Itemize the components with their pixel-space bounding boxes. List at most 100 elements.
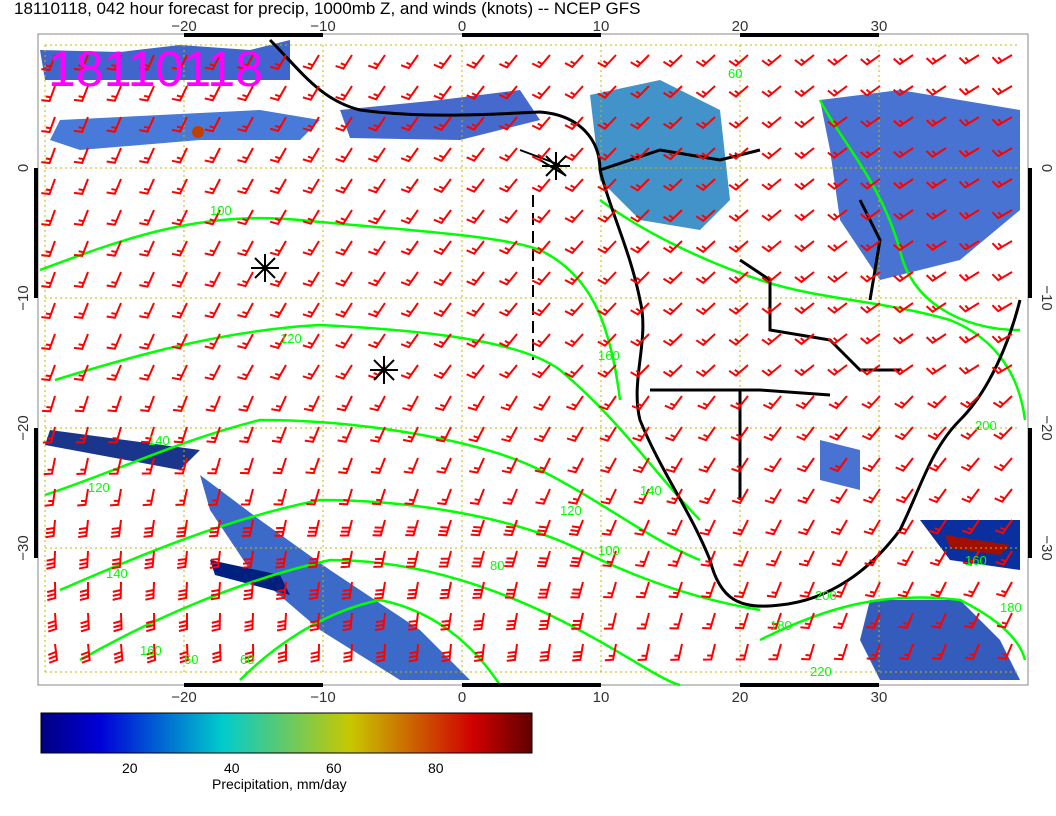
wind-barb bbox=[403, 457, 419, 474]
colorbar-tick: 20 bbox=[122, 760, 138, 776]
wind-barb bbox=[211, 612, 221, 632]
wind-barb bbox=[467, 395, 485, 411]
lat-tick-label: 0 bbox=[1038, 164, 1055, 172]
wind-barb bbox=[41, 333, 56, 351]
lat-tick-label: −20 bbox=[15, 415, 32, 440]
wind-barb bbox=[571, 612, 584, 630]
wind-barb bbox=[960, 426, 980, 441]
wind-barb bbox=[204, 178, 221, 195]
wind-barb bbox=[964, 612, 980, 629]
wind-barb bbox=[962, 550, 980, 566]
wind-barb bbox=[309, 612, 320, 632]
wind-barb bbox=[338, 488, 353, 506]
wind-barb bbox=[241, 519, 254, 538]
wind-barb bbox=[73, 333, 89, 350]
wind-barb bbox=[630, 54, 650, 68]
wind-barb bbox=[107, 395, 122, 413]
wind-barb bbox=[700, 550, 716, 567]
wind-barb bbox=[731, 457, 749, 473]
wind-barb bbox=[204, 85, 221, 102]
wind-barb bbox=[501, 426, 518, 443]
wind-barb bbox=[41, 302, 56, 320]
wind-barb bbox=[991, 271, 1013, 282]
wind-barb bbox=[695, 147, 716, 161]
wind-barb bbox=[892, 116, 914, 128]
wind-barb bbox=[860, 271, 881, 283]
wind-barb bbox=[662, 85, 683, 99]
wind-barb bbox=[139, 364, 155, 381]
wind-barb bbox=[794, 178, 815, 191]
wind-barb bbox=[928, 457, 947, 472]
wind-barb bbox=[794, 54, 815, 67]
wind-barb bbox=[171, 333, 188, 350]
wind-barb bbox=[177, 581, 188, 601]
wind-barb bbox=[505, 581, 518, 599]
wind-barb bbox=[564, 333, 584, 348]
wind-barb bbox=[109, 488, 122, 507]
wind-barb bbox=[469, 457, 485, 474]
contour-label: 220 bbox=[810, 664, 832, 679]
wind-barb bbox=[335, 333, 353, 349]
wind-barb bbox=[898, 612, 914, 629]
wind-barb bbox=[662, 302, 683, 316]
wind-barb bbox=[961, 488, 980, 504]
wind-barb bbox=[499, 116, 518, 131]
wind-barb bbox=[205, 395, 221, 412]
wind-barb bbox=[171, 209, 188, 226]
wind-barb bbox=[827, 178, 848, 190]
wind-barb bbox=[928, 488, 947, 504]
wind-barb bbox=[669, 612, 683, 630]
wind-barb bbox=[964, 643, 980, 660]
wind-barb bbox=[272, 457, 287, 475]
wind-barb bbox=[106, 364, 122, 381]
wind-barb bbox=[860, 240, 881, 252]
wind-barb bbox=[269, 54, 287, 71]
wind-barb bbox=[466, 54, 485, 69]
wind-barb bbox=[800, 612, 815, 630]
wind-barb bbox=[925, 209, 947, 220]
wind-barb bbox=[433, 302, 452, 318]
wind-barb bbox=[925, 85, 947, 96]
wind-barb bbox=[992, 395, 1013, 409]
wind-barb bbox=[827, 209, 848, 221]
wind-barb bbox=[796, 457, 815, 473]
wind-barb bbox=[433, 364, 452, 380]
wind-barb bbox=[894, 426, 914, 441]
wind-barb bbox=[860, 85, 881, 97]
wind-barb bbox=[531, 364, 551, 379]
wind-barb bbox=[860, 178, 881, 190]
wind-barb bbox=[670, 643, 683, 661]
wind-barb bbox=[336, 395, 353, 412]
wind-barb bbox=[171, 116, 188, 133]
wind-barb bbox=[797, 488, 815, 504]
wind-barb bbox=[531, 240, 551, 255]
wind-barb bbox=[635, 581, 650, 599]
wind-barb bbox=[604, 643, 617, 662]
wind-barb bbox=[106, 209, 122, 226]
wind-barb bbox=[238, 395, 254, 412]
wind-barb bbox=[307, 550, 320, 569]
wind-barb bbox=[276, 612, 287, 632]
wind-barb bbox=[106, 54, 122, 71]
wind-barb bbox=[761, 147, 782, 160]
wind-barb bbox=[730, 395, 749, 410]
wind-barb bbox=[927, 426, 947, 441]
wind-barb bbox=[566, 395, 584, 411]
wind-barb bbox=[204, 364, 221, 381]
wind-barb bbox=[761, 178, 782, 191]
wind-barb bbox=[599, 426, 617, 442]
wind-barb bbox=[958, 85, 980, 96]
wind-barb bbox=[962, 519, 980, 535]
wind-barb bbox=[531, 54, 551, 69]
wind-barb bbox=[269, 364, 287, 381]
wind-barb bbox=[827, 116, 848, 128]
wind-barb bbox=[994, 488, 1013, 503]
lon-tick-label: −20 bbox=[171, 689, 196, 706]
wind-barb bbox=[242, 550, 254, 569]
wind-barb bbox=[335, 147, 353, 163]
wind-barb bbox=[41, 364, 56, 382]
wind-barb bbox=[537, 581, 551, 599]
wind-barb bbox=[597, 271, 617, 285]
wind-barb bbox=[761, 116, 782, 129]
wind-barb bbox=[925, 302, 947, 313]
